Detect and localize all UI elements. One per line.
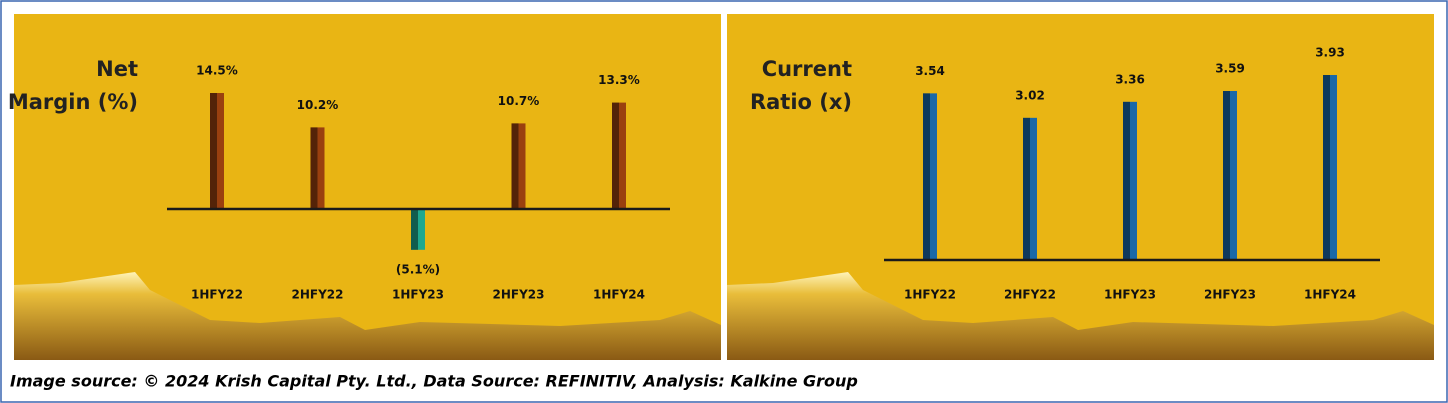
chart-title: Current [762, 57, 852, 81]
value-label: 10.7% [498, 94, 540, 108]
x-tick-label: 2HFY23 [493, 288, 545, 302]
x-tick-label: 1HFY23 [392, 288, 444, 302]
bar [923, 93, 937, 260]
x-tick-label: 1HFY24 [593, 288, 645, 302]
hills [14, 272, 721, 360]
value-label: 13.3% [598, 73, 640, 87]
bar [511, 123, 526, 209]
value-label: 3.02 [1015, 88, 1045, 102]
bar [612, 102, 626, 209]
bar-shade [511, 123, 519, 209]
bar-shade [612, 102, 619, 209]
value-label: 3.93 [1315, 46, 1345, 60]
value-label: 10.2% [297, 98, 339, 112]
bar-shade [310, 127, 318, 209]
value-label: 14.5% [196, 64, 238, 78]
panel [727, 14, 1434, 360]
chart-title: Margin (%) [8, 90, 138, 114]
x-tick-label: 1HFY24 [1304, 288, 1356, 302]
bar-shade [210, 93, 217, 209]
bar [210, 93, 224, 209]
bar [310, 127, 325, 209]
x-tick-label: 1HFY23 [1104, 288, 1156, 302]
bar-shade [1023, 117, 1030, 260]
value-label: (5.1%) [396, 262, 440, 276]
bar [1223, 91, 1237, 260]
value-label: 3.36 [1115, 72, 1145, 86]
x-tick-label: 1HFY22 [191, 288, 243, 302]
value-label: 3.59 [1215, 62, 1245, 76]
x-tick-label: 2HFY22 [292, 288, 344, 302]
bar-shade [1323, 75, 1330, 260]
panel [14, 14, 721, 360]
footer: Image source: © 2024 Krish Capital Pty. … [10, 372, 858, 391]
x-tick-label: 1HFY22 [904, 288, 956, 302]
bar-shade [1223, 91, 1230, 260]
bar [1023, 117, 1037, 260]
bar [1323, 75, 1337, 260]
bar [411, 209, 425, 250]
bar-shade [923, 93, 930, 260]
hills [727, 272, 1434, 360]
bar [1123, 101, 1137, 260]
bar-shade [411, 209, 418, 250]
chart-title: Ratio (x) [750, 90, 852, 114]
x-tick-label: 2HFY22 [1004, 288, 1056, 302]
chart-title: Net [96, 57, 138, 81]
bar-shade [1123, 101, 1130, 260]
value-label: 3.54 [915, 64, 945, 78]
x-tick-label: 2HFY23 [1204, 288, 1256, 302]
